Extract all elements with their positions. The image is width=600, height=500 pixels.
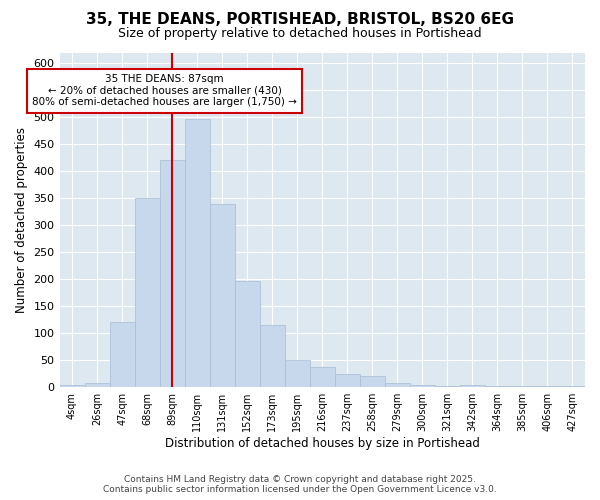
- Bar: [260, 325, 285, 387]
- Bar: [310, 367, 335, 387]
- Y-axis label: Number of detached properties: Number of detached properties: [15, 127, 28, 313]
- Text: Contains HM Land Registry data © Crown copyright and database right 2025.
Contai: Contains HM Land Registry data © Crown c…: [103, 474, 497, 494]
- Bar: [59, 384, 85, 387]
- Text: 35 THE DEANS: 87sqm
← 20% of detached houses are smaller (430)
80% of semi-detac: 35 THE DEANS: 87sqm ← 20% of detached ho…: [32, 74, 297, 108]
- Bar: [335, 374, 360, 387]
- Bar: [385, 383, 410, 387]
- Bar: [510, 386, 535, 387]
- Bar: [209, 204, 235, 387]
- Bar: [360, 376, 385, 387]
- Text: 35, THE DEANS, PORTISHEAD, BRISTOL, BS20 6EG: 35, THE DEANS, PORTISHEAD, BRISTOL, BS20…: [86, 12, 514, 28]
- Bar: [185, 119, 209, 387]
- Bar: [535, 386, 560, 387]
- Bar: [85, 383, 110, 387]
- Bar: [160, 160, 185, 387]
- Bar: [285, 360, 310, 387]
- Bar: [410, 384, 435, 387]
- Bar: [134, 198, 160, 387]
- Bar: [235, 281, 260, 387]
- Bar: [485, 386, 510, 387]
- Bar: [560, 386, 585, 387]
- Bar: [460, 384, 485, 387]
- X-axis label: Distribution of detached houses by size in Portishead: Distribution of detached houses by size …: [165, 437, 480, 450]
- Text: Size of property relative to detached houses in Portishead: Size of property relative to detached ho…: [118, 28, 482, 40]
- Bar: [435, 386, 460, 387]
- Bar: [110, 322, 134, 387]
